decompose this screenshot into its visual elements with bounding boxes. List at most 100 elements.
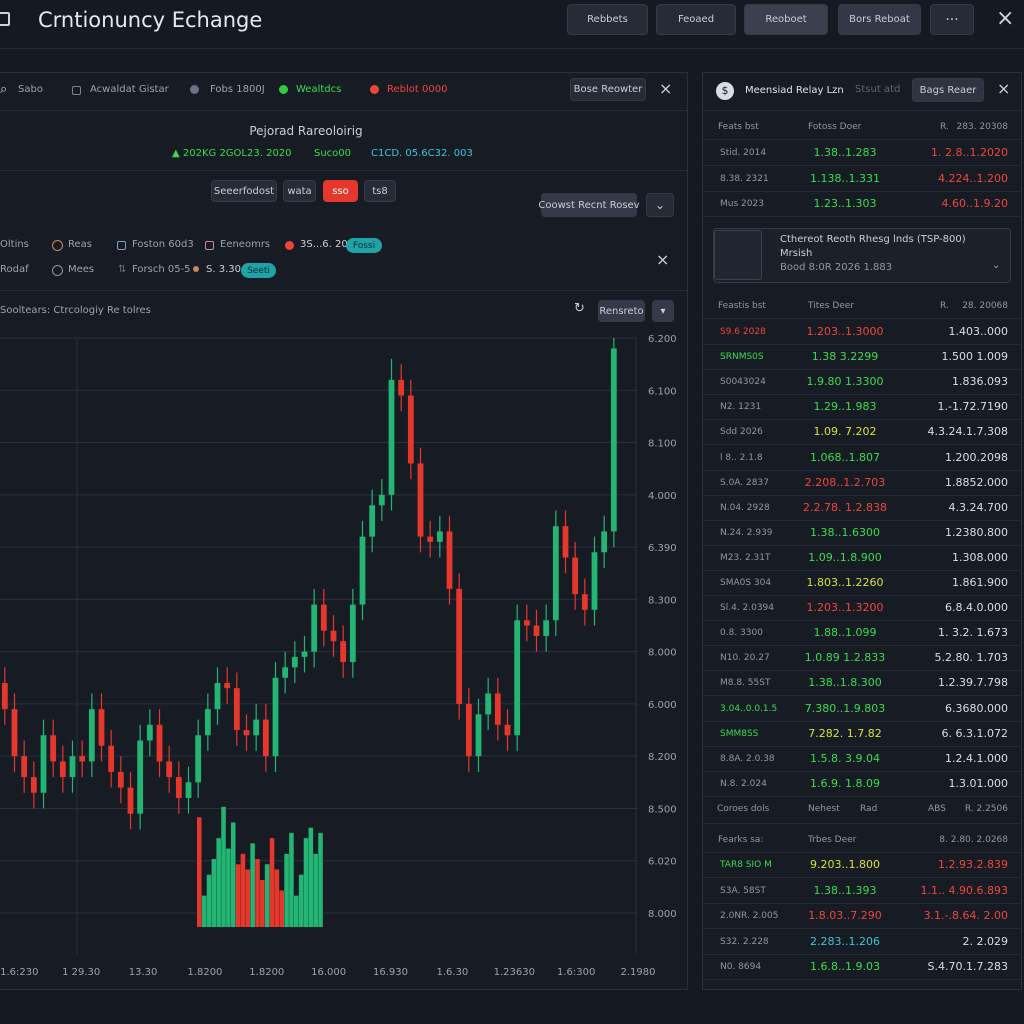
table-cell: 2.0NR. 2.005 <box>720 911 779 921</box>
close-button[interactable]: × <box>656 250 670 269</box>
close-button[interactable]: × <box>996 6 1015 31</box>
divider <box>703 344 1021 345</box>
table-cell: 1.09. 7.202 <box>813 425 877 439</box>
tab[interactable]: sso <box>323 180 358 202</box>
table-footer: R. 2.2506 <box>964 804 1008 814</box>
card-text: Bood 8:0R 2026 1.883 <box>780 262 893 273</box>
divider <box>703 139 1021 140</box>
table-cell: 1.88..1.099 <box>813 626 877 640</box>
action-button[interactable]: Coowst Recnt Rosev <box>538 193 640 217</box>
card-icon <box>714 230 762 280</box>
table-cell: 1.-1.72.7190 <box>937 400 1008 414</box>
divider <box>703 369 1021 371</box>
divider <box>0 170 687 171</box>
divider <box>703 110 1021 111</box>
toolbar-item[interactable]: Acwaldat Gistar <box>90 84 169 95</box>
table-cell: 6.3680.000 <box>945 701 1008 715</box>
divider <box>703 595 1021 596</box>
table-cell: 1.2.4.1.000 <box>945 751 1008 765</box>
chart-button[interactable]: Rensreto <box>598 300 645 322</box>
filter-item[interactable]: Mees <box>68 264 95 275</box>
menu-icon[interactable] <box>0 12 10 26</box>
divider <box>703 620 1021 622</box>
table-cell: 1. 2.8..1.2020 <box>931 146 1008 159</box>
table-cell: 1.2.93.2.839 <box>938 858 1008 871</box>
tag[interactable]: Seeti <box>241 263 276 278</box>
table-cell: 1.803..1.2260 <box>806 576 884 589</box>
table-cell: SMA0S 304 <box>720 578 772 588</box>
filter-item[interactable]: 3S...6. 200 <box>300 239 355 250</box>
divider <box>703 216 1021 217</box>
panel-button[interactable]: Bags Reaer <box>912 78 984 102</box>
divider <box>703 928 1021 929</box>
card-text: Mrsish <box>780 248 813 259</box>
close-button[interactable]: × <box>659 79 673 98</box>
table-cell: S32. 2.228 <box>720 936 769 947</box>
nav-button[interactable]: Bors Reboat <box>838 4 921 35</box>
table-cell: 1.38..1.6300 <box>810 525 880 539</box>
info-card[interactable] <box>713 228 1011 283</box>
toolbar-item[interactable]: Wealtdcs <box>296 84 342 95</box>
icon <box>205 241 214 250</box>
tab[interactable]: ts8 <box>364 180 396 202</box>
table-cell: 1.2380.800 <box>945 525 1008 539</box>
divider <box>703 902 1021 904</box>
toolbar-item[interactable]: Reblot 0000 <box>387 84 448 95</box>
table-cell: 0.8. 3300 <box>720 628 763 639</box>
table-header: Feats bst <box>718 122 759 132</box>
toolbar-item[interactable]: Fobs 1800J <box>210 84 265 95</box>
more-button[interactable]: ··· <box>930 4 974 35</box>
search-label[interactable]: Sabo <box>18 84 43 95</box>
filter-item[interactable]: Foston 60d3 <box>132 239 194 250</box>
table-cell: 1.138..1.331 <box>810 171 880 185</box>
table-cell: N.24. 2.939 <box>720 527 773 538</box>
filter-item[interactable]: Reas <box>68 239 92 250</box>
filter-item[interactable]: Oltins <box>0 239 29 250</box>
icon <box>72 86 81 95</box>
status-dot <box>370 85 379 94</box>
table-cell: 4.3.24.1.7.308 <box>927 425 1008 439</box>
table-footer: Nehest <box>808 804 840 814</box>
table-header: Fotoss Doer <box>808 122 862 132</box>
table-cell: l 8.. 2.1.8 <box>720 452 763 463</box>
divider <box>703 852 1021 853</box>
close-button[interactable]: × <box>997 79 1011 98</box>
filter-item[interactable]: Eeneomrs <box>220 239 271 250</box>
chevron[interactable]: ⌄ <box>992 260 1001 271</box>
divider <box>703 544 1021 546</box>
divider <box>703 394 1021 396</box>
refresh-icon[interactable]: ↻ <box>574 301 585 316</box>
dropdown[interactable]: ▾ <box>652 300 674 322</box>
toolbar-button[interactable]: Bose Reowter <box>570 78 646 101</box>
table-cell: 1.29..1.983 <box>813 400 877 414</box>
table-header: Feastis bst <box>718 301 766 311</box>
table-cell: SRNMS0S <box>720 352 764 363</box>
tab[interactable]: wata <box>283 180 316 202</box>
nav-button[interactable]: Rebbets <box>567 4 648 35</box>
table-cell: S.4.70.1.7.283 <box>927 960 1008 973</box>
table-cell: 1.200.2098 <box>945 450 1008 464</box>
table-cell: 6. 6.3.1.072 <box>941 726 1008 740</box>
table-cell: 1.500 1.009 <box>941 350 1008 364</box>
tab[interactable]: Seeerfodost <box>211 180 277 202</box>
filter-item[interactable]: Forsch 05-5 <box>132 264 191 275</box>
table-cell: N.8. 2.024 <box>720 778 767 789</box>
divider <box>703 720 1021 722</box>
nav-button[interactable]: Feoaed <box>656 4 736 35</box>
app-title: Crntionuncy Echange <box>38 8 263 32</box>
icon-button[interactable]: ⌄ <box>646 193 674 217</box>
table-cell: 2.208..1.2.703 <box>804 475 886 489</box>
table-header: R. <box>940 122 949 132</box>
filter-item[interactable]: Rodaf <box>0 264 29 275</box>
tag[interactable]: Fossi <box>346 238 382 253</box>
divider <box>703 419 1021 421</box>
table-header: Fearks sa: <box>718 835 764 845</box>
divider <box>703 979 1021 980</box>
nav-button[interactable]: Reoboet <box>744 4 828 35</box>
table-cell: Mus 2023 <box>720 199 764 209</box>
chart-title: Sooltears: Ctrcologiy Re tolres <box>0 305 151 316</box>
filter-item[interactable]: S. 3.30 <box>206 264 241 275</box>
table-header: R. <box>940 301 949 311</box>
table-cell: 1.9.80 1.3300 <box>806 375 884 389</box>
order-book-panel <box>702 72 1022 990</box>
